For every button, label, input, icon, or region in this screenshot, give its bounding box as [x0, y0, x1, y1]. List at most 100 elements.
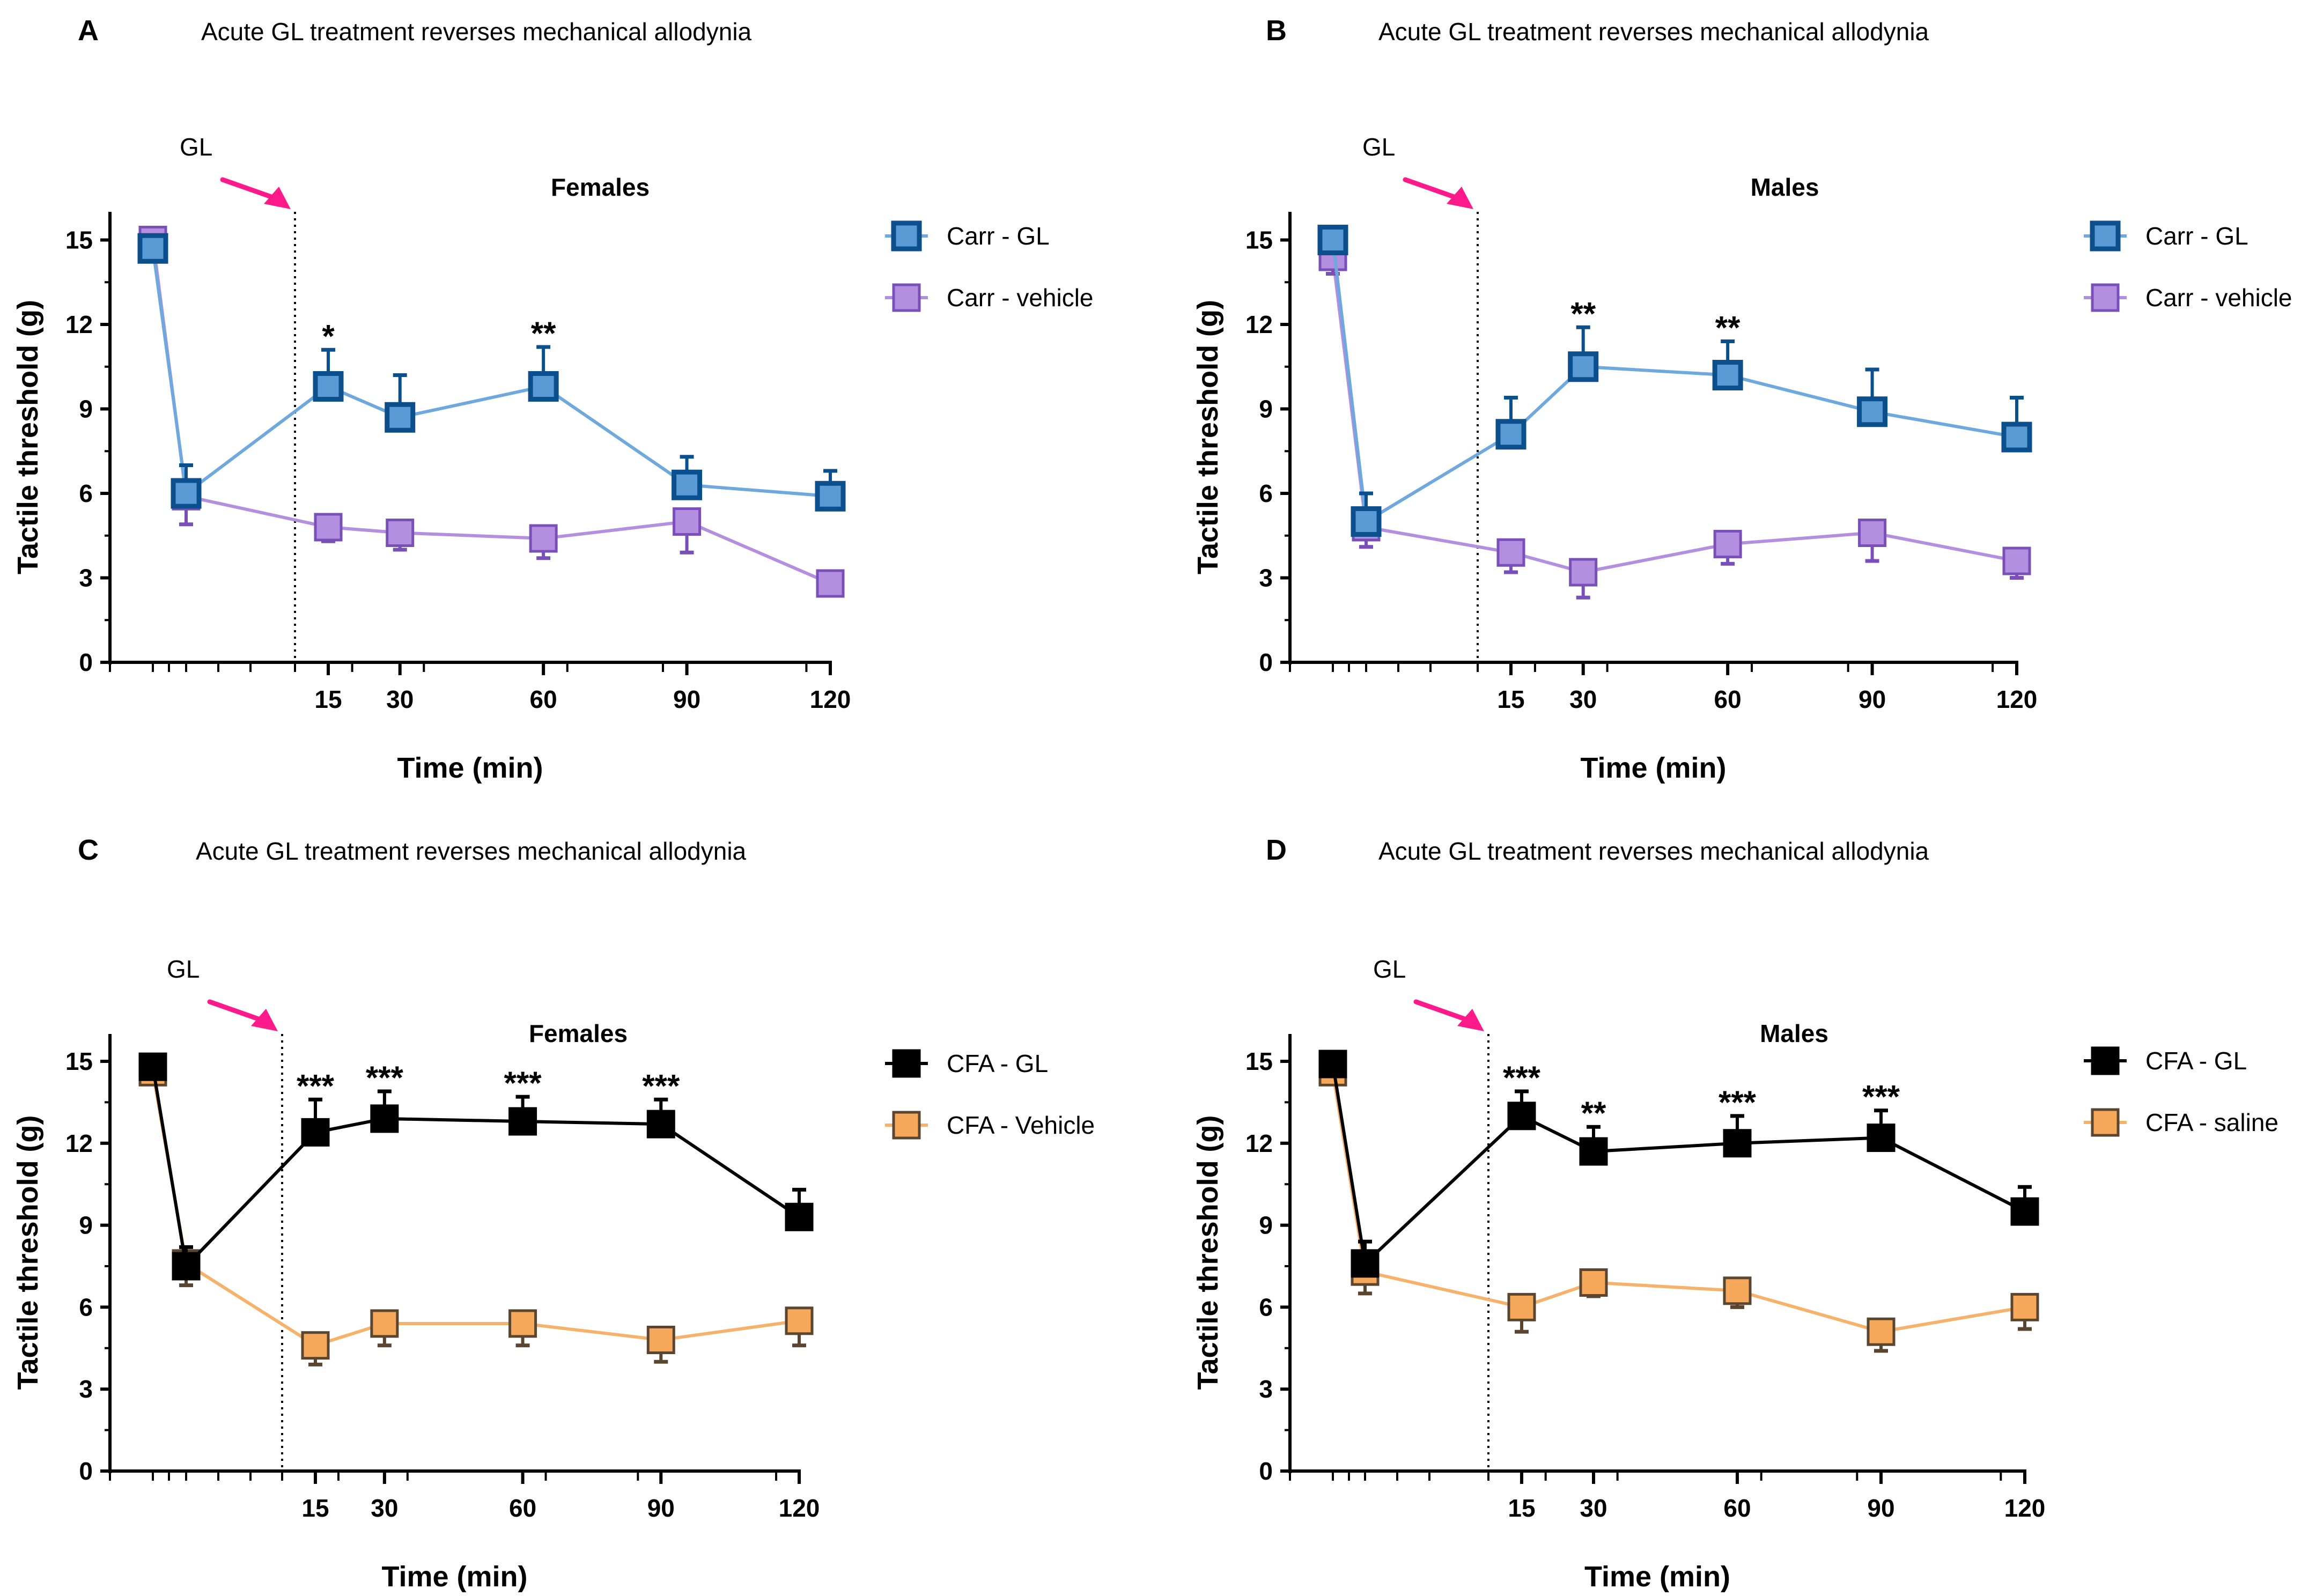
x-tick-label: 30	[386, 685, 414, 713]
y-tick-label: 3	[79, 1375, 93, 1403]
data-point	[370, 1309, 399, 1338]
gl-arrow-head-icon	[251, 1009, 278, 1031]
x-tick-label: 15	[301, 1494, 329, 1522]
y-tick-label: 6	[79, 1293, 93, 1321]
series-0	[137, 233, 846, 512]
panel-d: D Acute GL treatment reverses mechanical …	[1150, 798, 2301, 1596]
data-point	[301, 1331, 330, 1360]
significance-marker: **	[1715, 310, 1740, 346]
x-tick-label: 30	[1569, 685, 1597, 713]
y-tick-label: 3	[79, 564, 93, 592]
data-point	[528, 371, 559, 402]
data-point	[646, 1326, 675, 1354]
series-1	[138, 1058, 814, 1366]
data-point	[137, 233, 168, 264]
y-tick-label: 9	[1259, 395, 1273, 423]
panel-label: C	[78, 834, 99, 866]
legend-marker-icon	[2091, 1108, 2120, 1137]
y-axis-label: Tactile threshold (g)	[12, 300, 44, 574]
y-tick-label: 9	[1259, 1211, 1273, 1239]
data-point	[1318, 1050, 1347, 1078]
data-point	[1507, 1292, 1536, 1321]
data-point	[171, 478, 202, 509]
data-point	[785, 1202, 814, 1231]
series-1	[138, 226, 845, 598]
significance-marker: *	[322, 318, 335, 354]
data-point	[2010, 1292, 2039, 1321]
significance-marker: ***	[642, 1068, 680, 1104]
data-point	[370, 1104, 399, 1133]
panel-label: D	[1266, 834, 1287, 866]
y-tick-label: 15	[1245, 226, 1273, 254]
data-point	[2002, 546, 2031, 575]
data-point	[673, 507, 702, 536]
y-tick-label: 12	[65, 1129, 93, 1157]
series-line	[1331, 1072, 2025, 1334]
y-tick-label: 6	[79, 479, 93, 507]
significance-marker: ***	[366, 1060, 404, 1096]
x-tick-label: 30	[371, 1494, 398, 1522]
data-point	[1579, 1137, 1608, 1166]
y-tick-label: 0	[79, 1457, 93, 1485]
y-tick-label: 0	[1259, 648, 1273, 676]
chart-svg: B Acute GL treatment reverses mechanical …	[1192, 14, 2292, 784]
y-tick-label: 15	[65, 226, 93, 254]
x-tick-label: 90	[647, 1494, 675, 1522]
y-tick-label: 12	[65, 311, 93, 338]
x-tick-label: 120	[779, 1494, 820, 1522]
data-point	[529, 524, 558, 553]
y-tick-label: 12	[1245, 1129, 1273, 1157]
panel-a: A Acute GL treatment reverses mechanical …	[0, 0, 1150, 798]
significance-marker: ***	[297, 1068, 335, 1104]
y-axis-label: Tactile threshold (g)	[12, 1115, 44, 1390]
data-point	[1568, 351, 1599, 382]
legend-label: Carr - GL	[2145, 222, 2248, 250]
x-tick-label: 120	[2004, 1494, 2046, 1522]
x-tick-label: 15	[1497, 685, 1524, 713]
x-tick-label: 60	[1723, 1494, 1751, 1522]
legend-marker-icon	[891, 220, 922, 252]
legend-label: CFA - GL	[2145, 1047, 2247, 1075]
data-point	[1496, 538, 1525, 567]
gl-arrow-shaft	[1413, 999, 1475, 1024]
gl-arrow-shaft	[220, 177, 282, 202]
y-axis-label: Tactile threshold (g)	[1192, 1115, 1224, 1390]
data-point	[385, 402, 416, 433]
panel-c: C Acute GL treatment reverses mechanical …	[0, 798, 1150, 1596]
panel-subtitle: Females	[551, 173, 650, 201]
significance-marker: **	[531, 315, 556, 351]
x-tick-label: 90	[1858, 685, 1886, 713]
chart-svg: C Acute GL treatment reverses mechanical …	[12, 834, 1095, 1593]
x-tick-label: 15	[1508, 1494, 1535, 1522]
data-point	[508, 1107, 537, 1136]
gl-arrow-shaft	[1403, 177, 1464, 202]
data-point	[1495, 419, 1526, 450]
x-axis-label: Time (min)	[381, 1561, 527, 1593]
data-point	[815, 481, 846, 512]
series-line	[151, 240, 831, 585]
panel-subtitle: Females	[529, 1019, 628, 1047]
panel-b: B Acute GL treatment reverses mechanical …	[1150, 0, 2301, 798]
chart-svg: D Acute GL treatment reverses mechanical …	[1192, 834, 2278, 1593]
series-0	[1318, 1050, 2039, 1278]
data-point	[1351, 1249, 1380, 1278]
data-point	[508, 1309, 537, 1338]
significance-marker: **	[1581, 1095, 1606, 1131]
data-point	[301, 1118, 330, 1147]
series-line	[1331, 1063, 2026, 1267]
data-point	[646, 1110, 675, 1139]
chart-svg: A Acute GL treatment reverses mechanical …	[12, 14, 1094, 784]
series-0	[138, 1052, 814, 1281]
data-point	[1507, 1102, 1536, 1130]
x-tick-label: 60	[530, 685, 557, 713]
data-point	[1857, 396, 1888, 427]
gl-arrow-head-icon	[264, 187, 291, 209]
panel-title: Acute GL treatment reverses mechanical a…	[1378, 18, 1929, 46]
data-point	[1858, 519, 1887, 547]
legend-marker-icon	[2090, 220, 2121, 252]
x-tick-label: 15	[314, 685, 342, 713]
y-tick-label: 15	[65, 1047, 93, 1075]
legend-label: CFA - saline	[2145, 1109, 2278, 1136]
panel-subtitle: Males	[1760, 1019, 1828, 1047]
series-0	[1317, 225, 2032, 537]
